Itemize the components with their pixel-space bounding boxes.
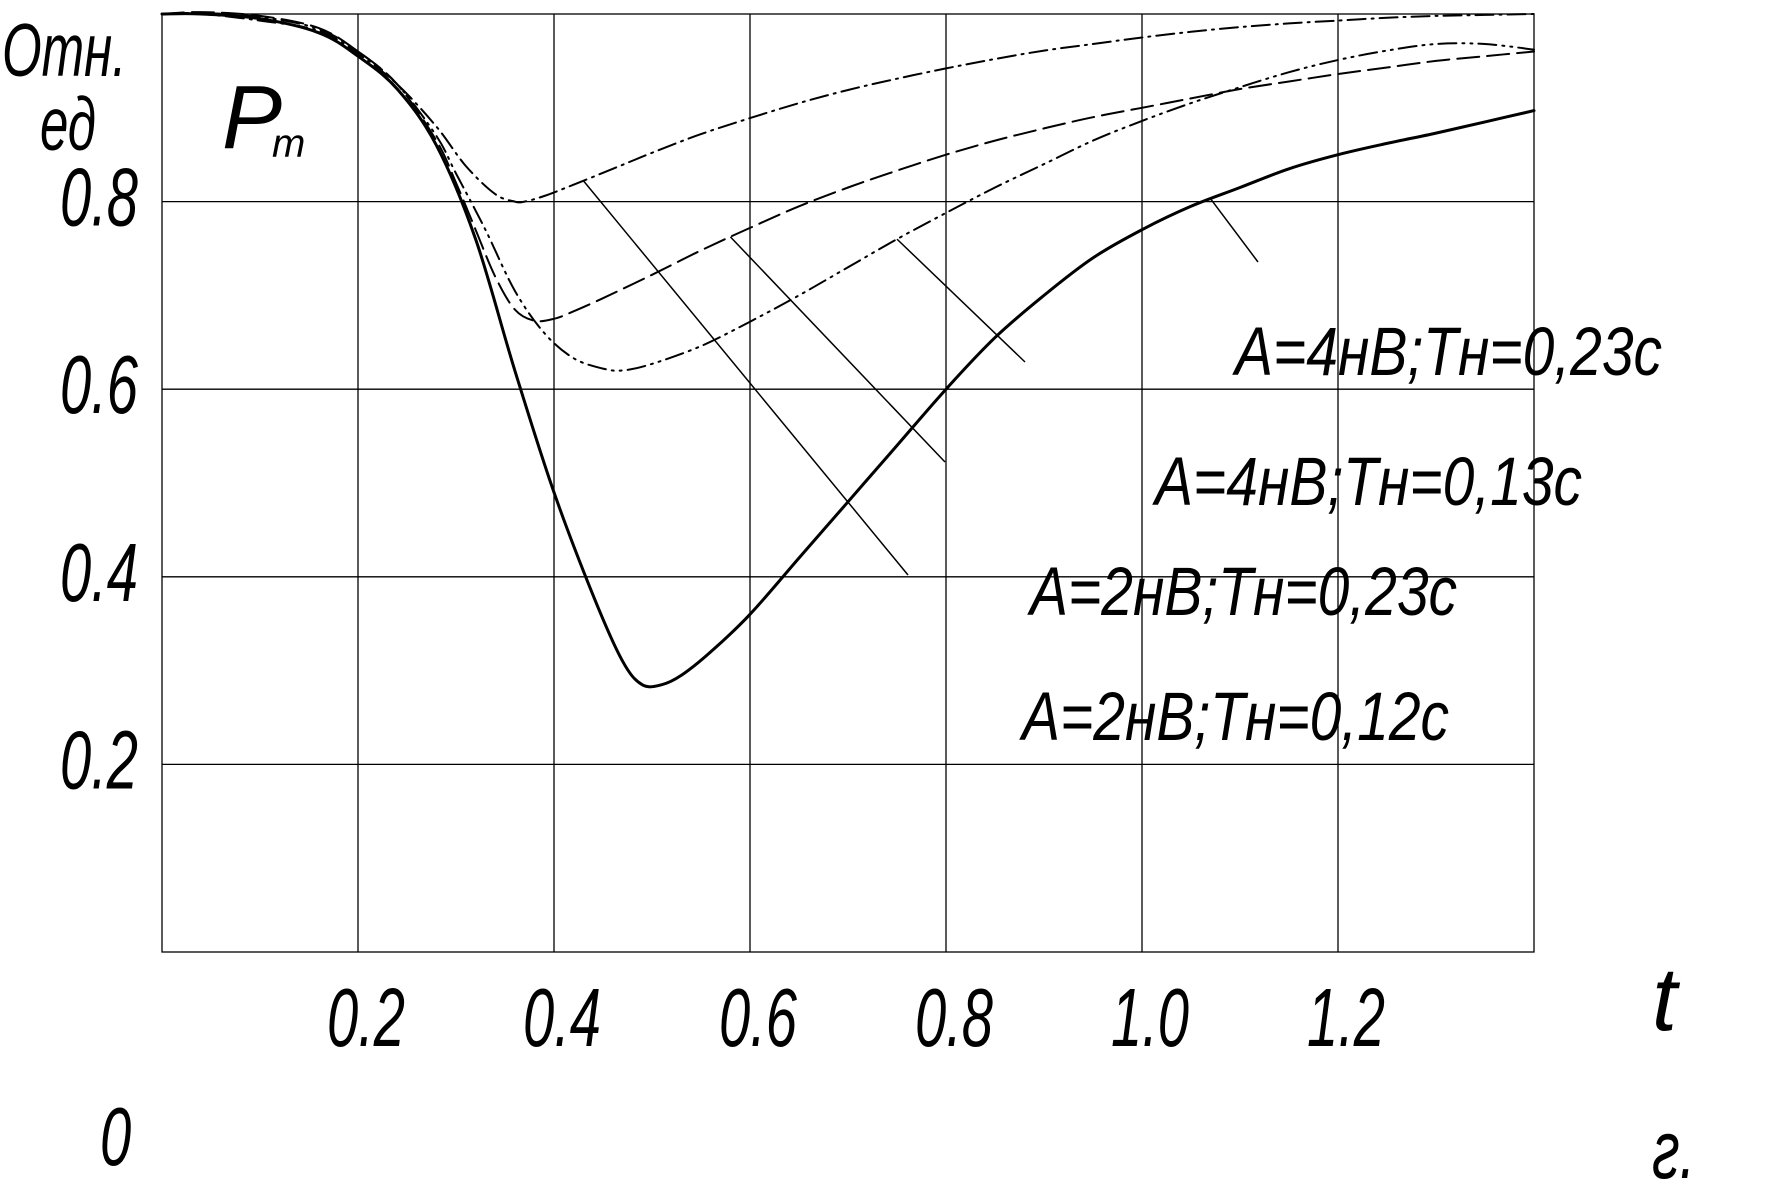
series-line-2: [161, 11, 1535, 372]
plot-frame: [161, 13, 1535, 953]
labels: Отн. ед P т t г. 0 A=4нВ;Tн=0,23с A=4нВ;…: [2, 8, 1695, 1195]
leader-line-3: [1209, 198, 1259, 263]
x-tick-label-2: 0.6: [719, 971, 798, 1063]
leader-lines: [582, 180, 1259, 576]
x-tick-label-0: 0.2: [327, 971, 405, 1063]
y-tick-label-3: 0.8: [60, 151, 138, 243]
annotation-a4-t023: A=4нВ;Tн=0,23с: [1231, 314, 1662, 390]
annotation-a2-t023: A=2нВ;Tн=0,23с: [1026, 554, 1457, 630]
x-tick-label-5: 1.2: [1307, 971, 1385, 1063]
origin-label: 0: [100, 1090, 131, 1182]
tick-labels: 0.2 0.4 0.6 0.8 1.0 1.2 0.2 0.4 0.6 0.8: [60, 151, 1385, 1064]
y-tick-label-2: 0.6: [60, 338, 139, 430]
series-group: [160, 11, 1536, 689]
annotation-a4-t013: A=4нВ;Tн=0,13с: [1151, 444, 1582, 520]
chart-title-main: P: [222, 68, 282, 168]
y-tick-label-0: 0.2: [60, 714, 138, 806]
series-line-0: [160, 12, 1536, 689]
leader-line-2: [896, 238, 1026, 363]
series-line-1: [161, 11, 1535, 323]
x-axis-unit: г.: [1652, 1103, 1695, 1195]
leader-line-0: [582, 180, 909, 576]
series-line-3: [161, 12, 1535, 204]
leader-line-1: [729, 236, 946, 463]
x-tick-label-3: 0.8: [915, 971, 993, 1063]
y-tick-label-1: 0.4: [60, 526, 138, 618]
x-tick-label-4: 1.0: [1111, 971, 1189, 1063]
annotation-a2-t012: A=2нВ;Tн=0,12с: [1018, 679, 1449, 755]
y-axis-label-line2: ед: [40, 82, 96, 166]
x-axis-label: t: [1652, 950, 1681, 1050]
x-tick-label-1: 0.4: [523, 971, 601, 1063]
grid: [161, 13, 1535, 953]
chart-title-subscript: т: [272, 122, 305, 166]
y-axis-label-line1: Отн.: [2, 8, 126, 92]
